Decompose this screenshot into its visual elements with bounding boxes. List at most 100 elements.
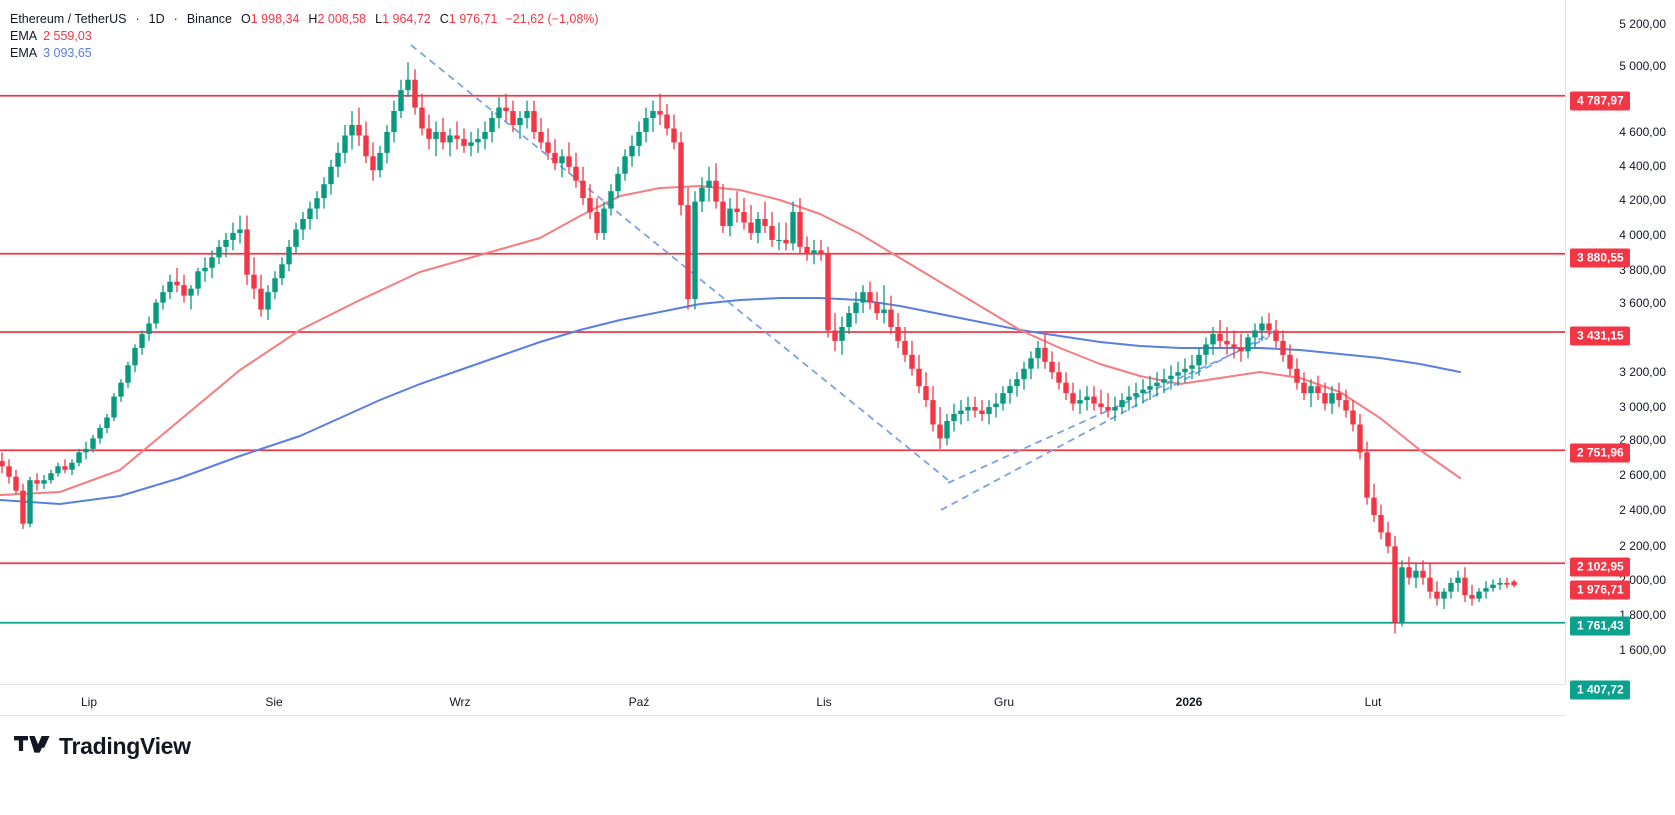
candle (1217, 333, 1223, 341)
candle (1126, 396, 1132, 401)
candle (881, 309, 887, 314)
price-tick-13: 2 200,00 (1619, 539, 1666, 553)
candle (412, 79, 418, 108)
candle (1427, 577, 1433, 592)
candle (1028, 358, 1034, 369)
price-badge-176143[interactable]: 1 761,43 (1570, 616, 1630, 636)
price-tick-9: 3 000,00 (1619, 400, 1666, 414)
price-badge-478797[interactable]: 4 787,97 (1570, 91, 1630, 111)
candle (237, 229, 243, 233)
candle (223, 239, 229, 247)
candle (405, 79, 411, 91)
candle (1483, 588, 1489, 592)
tradingview-logo[interactable]: TradingView (14, 733, 191, 760)
candle (41, 480, 47, 484)
candle (118, 382, 124, 397)
candle (1329, 393, 1335, 404)
candle (1378, 515, 1384, 533)
price-badge-388055[interactable]: 3 880,55 (1570, 248, 1630, 268)
time-tick-Lut: Lut (1364, 695, 1382, 709)
candle (1021, 368, 1027, 380)
price-tick-4: 4 200,00 (1619, 193, 1666, 207)
candle (979, 410, 985, 415)
candle (930, 400, 936, 425)
candle (230, 232, 236, 240)
candle (1413, 570, 1419, 578)
time-tick-Sie: Sie (265, 695, 283, 709)
candle (510, 111, 516, 125)
candle (174, 281, 180, 286)
candle (1273, 330, 1279, 341)
candle (1147, 386, 1153, 390)
candle (377, 152, 383, 171)
candle (727, 208, 733, 226)
candle (650, 111, 656, 119)
candle (20, 490, 26, 524)
candle (1350, 410, 1356, 425)
candle (440, 131, 446, 143)
candle (13, 476, 19, 491)
candle (1252, 330, 1258, 338)
time-scale[interactable]: Lip Sie Wrz Paź Lis Gru 2026 Lut (0, 686, 1566, 716)
candle (1294, 368, 1300, 383)
candle (1420, 570, 1426, 578)
candle (1364, 452, 1370, 498)
candle (615, 173, 621, 192)
price-badge-210295[interactable]: 2 102,95 (1570, 557, 1630, 577)
price-chart-svg (0, 44, 1565, 634)
candle (34, 480, 40, 484)
price-tick-1: 5 000,00 (1619, 59, 1666, 73)
candle (1399, 567, 1405, 623)
candle (608, 191, 614, 209)
candle (958, 410, 964, 415)
candle (1511, 581, 1517, 586)
candle (202, 267, 208, 272)
candle (657, 111, 663, 115)
price-tick-10: 2 800,00 (1619, 433, 1666, 447)
candle (888, 309, 894, 327)
price-scale[interactable]: 5 200,00 5 000,00 4 600,00 4 400,00 4 200,00… (1567, 0, 1675, 700)
price-tick-14: 2 000,00 (1619, 573, 1666, 587)
candle (720, 201, 726, 226)
candle (251, 274, 257, 289)
price-badge-275196[interactable]: 2 751,96 (1570, 443, 1630, 463)
candle (902, 340, 908, 355)
price-tick-0: 5 200,00 (1619, 17, 1666, 31)
candle (83, 448, 89, 453)
candle (993, 403, 999, 408)
candle (853, 302, 859, 314)
candle (531, 111, 537, 132)
candle (1084, 396, 1090, 401)
price-badge-197671[interactable]: 1 976,71 (1570, 580, 1630, 600)
trendlines (410, 44, 1278, 511)
time-tick-Lip: Lip (80, 695, 98, 709)
chart-canvas[interactable]: Ethereum / TetherUS · 1D · Binance O1 99… (0, 0, 1566, 685)
candle (1063, 382, 1069, 394)
price-tick-11: 2 600,00 (1619, 468, 1666, 482)
candle (874, 302, 880, 314)
candle (1448, 582, 1454, 592)
candle (636, 131, 642, 146)
candle (265, 292, 271, 310)
candle (482, 131, 488, 139)
candle (972, 407, 978, 411)
price-badge-140772[interactable]: 1 407,72 (1570, 680, 1630, 700)
candle (916, 368, 922, 387)
candle (307, 208, 313, 220)
candle (335, 152, 341, 167)
candle (244, 229, 250, 275)
candle (818, 250, 824, 254)
candle (286, 246, 292, 265)
candle (594, 212, 600, 233)
candle (356, 124, 362, 136)
price-tick-16: 1 600,00 (1619, 643, 1666, 657)
price-tick-6: 3 800,00 (1619, 263, 1666, 277)
candle (1490, 584, 1496, 589)
candle (1357, 424, 1363, 453)
candle (860, 292, 866, 303)
tradingview-mark-icon (14, 735, 50, 753)
price-badge-343115[interactable]: 3 431,15 (1570, 326, 1630, 346)
candle (125, 365, 131, 383)
candle (1462, 577, 1468, 596)
candle (160, 292, 166, 303)
